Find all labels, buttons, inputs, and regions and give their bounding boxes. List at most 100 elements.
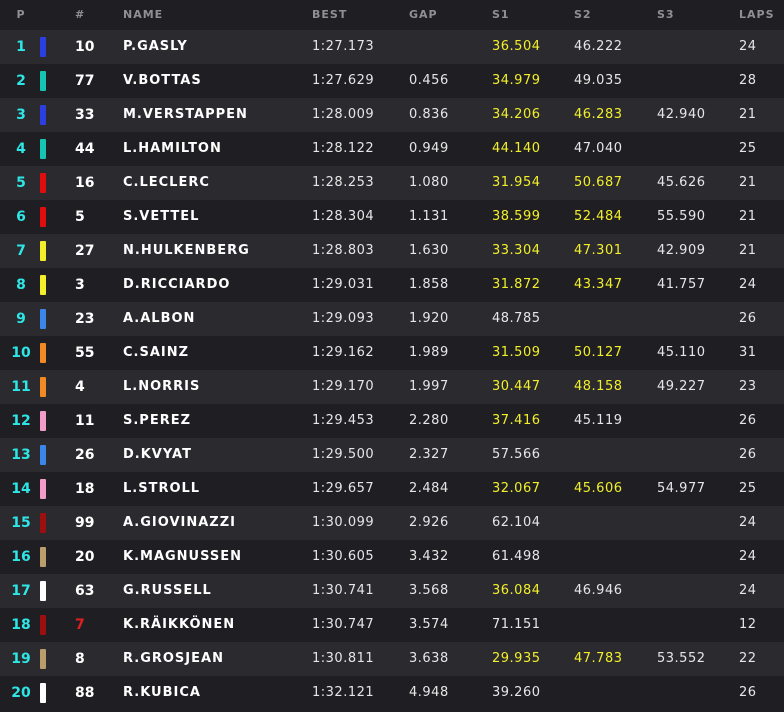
header-s1[interactable]: S1 [492,8,510,21]
driver-name-cell: R.KUBICA [123,685,201,700]
driver-name-cell: A.GIOVINAZZI [123,515,236,530]
table-row[interactable]: 10 55 C.SAINZ 1:29.162 1.989 31.509 50.127 45.1… [0,336,784,370]
best-lap-cell: 1:28.304 [312,209,375,224]
table-row[interactable]: 6 5 S.VETTEL 1:28.304 1.131 38.599 52.484 55.59… [0,200,784,234]
laps-cell: 21 [739,209,757,224]
table-row[interactable]: 9 23 A.ALBON 1:29.093 1.920 48.785 26 [0,302,784,336]
gap-cell: 1.630 [409,243,449,258]
car-number-cell: 11 [75,413,95,429]
laps-cell: 23 [739,379,757,394]
laps-cell: 31 [739,345,757,360]
driver-name-cell: K.MAGNUSSEN [123,549,243,564]
car-number-cell: 18 [75,481,95,497]
position-cell: 13 [11,447,31,463]
table-row[interactable]: 13 26 D.KVYAT 1:29.500 2.327 57.566 26 [0,438,784,472]
sector3-cell: 45.626 [657,175,706,190]
table-row[interactable]: 1 10 P.GASLY 1:27.173 36.504 46.222 24 [0,30,784,64]
table-row[interactable]: 5 16 C.LECLERC 1:28.253 1.080 31.954 50.687 45.… [0,166,784,200]
sector2-cell [574,676,644,710]
table-row[interactable]: 11 4 L.NORRIS 1:29.170 1.997 30.447 48.158 49.2… [0,370,784,404]
table-row[interactable]: 15 99 A.GIOVINAZZI 1:30.099 2.926 62.104 24 [0,506,784,540]
position-cell: 1 [16,39,26,55]
sector2-cell: 47.040 [574,141,623,156]
table-row[interactable]: 7 27 N.HULKENBERG 1:28.803 1.630 33.304 47.301… [0,234,784,268]
sector2-cell: 45.606 [574,481,623,496]
table-row[interactable]: 14 18 L.STROLL 1:29.657 2.484 32.067 45.606 54.… [0,472,784,506]
team-color-bar [40,37,46,57]
position-cell: 16 [11,549,31,565]
car-number-cell: 63 [75,583,95,599]
table-row[interactable]: 17 63 G.RUSSELL 1:30.741 3.568 36.084 46.946 24 [0,574,784,608]
laps-cell: 25 [739,481,757,496]
laps-cell: 21 [739,243,757,258]
sector1-cell: 29.935 [492,651,541,666]
sector1-cell: 61.498 [492,549,541,564]
sector2-cell: 47.783 [574,651,623,666]
header-s2[interactable]: S2 [574,8,592,21]
header-number[interactable]: # [75,8,86,21]
laps-cell: 26 [739,685,757,700]
sector2-cell: 43.347 [574,277,623,292]
position-cell: 5 [16,175,26,191]
sector1-cell: 31.872 [492,277,541,292]
position-cell: 6 [16,209,26,225]
table-row[interactable]: 3 33 M.VERSTAPPEN 1:28.009 0.836 34.206 46.283… [0,98,784,132]
laps-cell: 12 [739,617,757,632]
car-number-cell: 26 [75,447,95,463]
driver-name-cell: S.PEREZ [123,413,192,428]
position-cell: 11 [11,379,31,395]
header-laps[interactable]: LAPS [739,8,775,21]
car-number-cell: 44 [75,141,95,157]
header-best[interactable]: BEST [312,8,348,21]
car-number-cell: 7 [75,617,85,633]
sector2-cell: 50.687 [574,175,623,190]
best-lap-cell: 1:30.605 [312,549,375,564]
position-cell: 19 [11,651,31,667]
driver-name-cell: L.HAMILTON [123,141,222,156]
car-number-cell: 99 [75,515,95,531]
sector2-cell [574,540,644,574]
position-cell: 14 [11,481,31,497]
driver-name-cell: L.STROLL [123,481,201,496]
header-s3[interactable]: S3 [657,8,675,21]
header-gap[interactable]: GAP [409,8,438,21]
table-row[interactable]: 19 8 R.GROSJEAN 1:30.811 3.638 29.935 47.783 53… [0,642,784,676]
driver-name-cell: C.LECLERC [123,175,210,190]
laps-cell: 24 [739,39,757,54]
position-cell: 2 [16,73,26,89]
table-row[interactable]: 12 11 S.PEREZ 1:29.453 2.280 37.416 45.119 26 [0,404,784,438]
car-number-cell: 77 [75,73,95,89]
sector3-cell [657,64,727,98]
driver-name-cell: L.NORRIS [123,379,201,394]
team-color-bar [40,411,46,431]
driver-name-cell: D.RICCIARDO [123,277,231,292]
best-lap-cell: 1:30.811 [312,651,375,666]
sector2-cell: 45.119 [574,413,623,428]
table-row[interactable]: 2 77 V.BOTTAS 1:27.629 0.456 34.979 49.035 28 [0,64,784,98]
position-cell: 7 [16,243,26,259]
best-lap-cell: 1:29.170 [312,379,375,394]
best-lap-cell: 1:29.162 [312,345,375,360]
car-number-cell: 16 [75,175,95,191]
table-row[interactable]: 4 44 L.HAMILTON 1:28.122 0.949 44.140 47.040 25 [0,132,784,166]
header-pos[interactable]: P [16,8,26,21]
sector1-cell: 39.260 [492,685,541,700]
team-color-bar [40,207,46,227]
best-lap-cell: 1:29.453 [312,413,375,428]
car-number-cell: 23 [75,311,95,327]
gap-cell: 3.432 [409,549,449,564]
position-cell: 3 [16,107,26,123]
sector3-cell: 54.977 [657,481,706,496]
car-number-cell: 20 [75,549,95,565]
table-row[interactable]: 18 7 K.RÄIKKÖNEN 1:30.747 3.574 71.151 12 [0,608,784,642]
laps-cell: 24 [739,549,757,564]
position-cell: 20 [11,685,31,701]
table-row[interactable]: 16 20 K.MAGNUSSEN 1:30.605 3.432 61.498 24 [0,540,784,574]
sector2-cell: 46.283 [574,107,623,122]
sector2-cell: 49.035 [574,73,623,88]
table-row[interactable]: 20 88 R.KUBICA 1:32.121 4.948 39.260 26 [0,676,784,710]
header-name[interactable]: NAME [123,8,164,21]
car-number-cell: 27 [75,243,95,259]
table-row[interactable]: 8 3 D.RICCIARDO 1:29.031 1.858 31.872 43.347 41… [0,268,784,302]
